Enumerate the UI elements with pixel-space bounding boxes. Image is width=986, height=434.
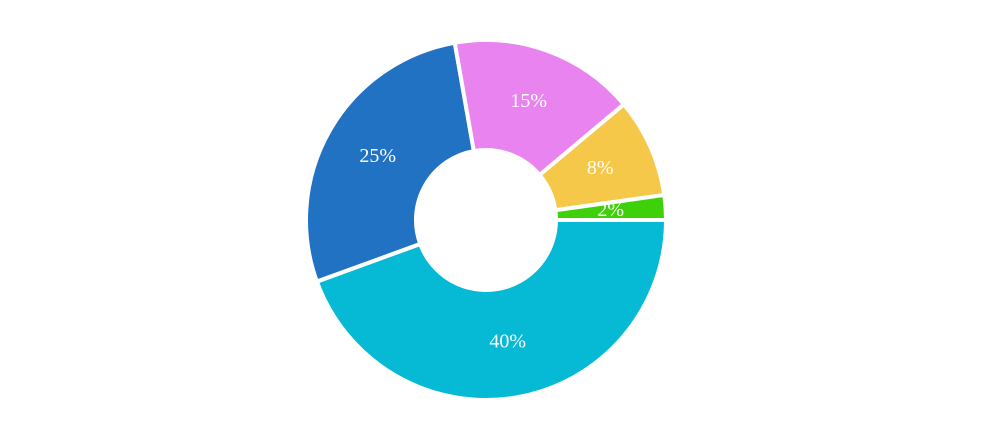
slice-label: 2% bbox=[597, 199, 624, 221]
pie-slice bbox=[304, 40, 476, 284]
pie-slice bbox=[553, 192, 668, 222]
slice-label: 8% bbox=[587, 157, 614, 179]
pie-slice bbox=[314, 218, 668, 402]
pie-slice bbox=[452, 38, 626, 178]
slice-label: 40% bbox=[489, 331, 526, 353]
slice-label: 25% bbox=[359, 145, 396, 167]
slice-label: 15% bbox=[510, 90, 547, 112]
